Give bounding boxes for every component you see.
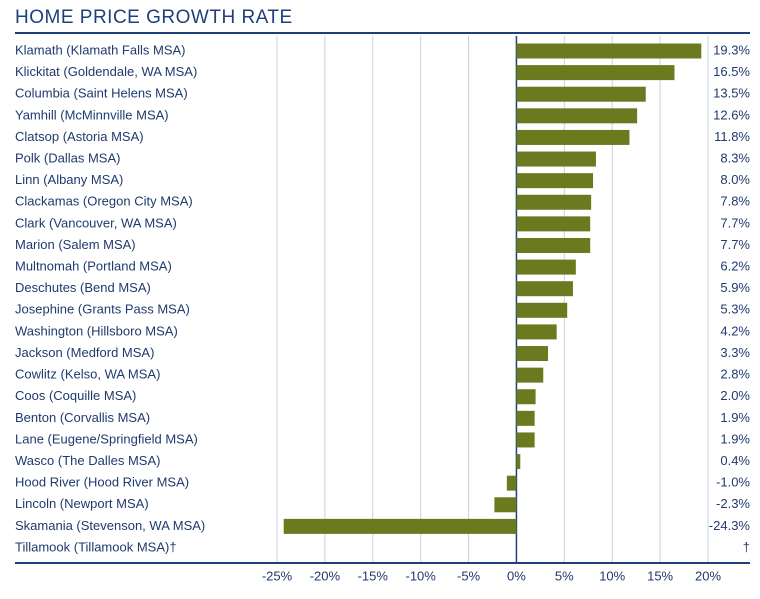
x-tick-label: 5% bbox=[555, 568, 574, 583]
value-label: 16.5% bbox=[713, 64, 750, 79]
value-label: -24.3% bbox=[709, 518, 751, 533]
value-label: 5.3% bbox=[720, 302, 750, 317]
category-label: Cowlitz (Kelso, WA MSA) bbox=[15, 367, 160, 382]
x-tick-label: -20% bbox=[310, 568, 341, 583]
category-label: Lane (Eugene/Springfield MSA) bbox=[15, 431, 198, 446]
category-label: Skamania (Stevenson, WA MSA) bbox=[15, 518, 205, 533]
category-label: Washington (Hillsboro MSA) bbox=[15, 323, 178, 338]
bar bbox=[516, 281, 573, 297]
category-label: Multnomah (Portland MSA) bbox=[15, 259, 172, 274]
category-label: Clackamas (Oregon City MSA) bbox=[15, 194, 193, 209]
value-label: 2.0% bbox=[720, 388, 750, 403]
bar bbox=[516, 259, 576, 275]
bar bbox=[516, 432, 535, 448]
category-label: Polk (Dallas MSA) bbox=[15, 150, 120, 165]
bar bbox=[516, 324, 557, 340]
bar bbox=[516, 43, 702, 59]
value-label: 12.6% bbox=[713, 107, 750, 122]
x-tick-label: -10% bbox=[405, 568, 436, 583]
value-label: 1.9% bbox=[720, 410, 750, 425]
category-label: Linn (Albany MSA) bbox=[15, 172, 123, 187]
bar bbox=[516, 194, 592, 210]
category-label: Benton (Corvallis MSA) bbox=[15, 410, 150, 425]
category-label: Wasco (The Dalles MSA) bbox=[15, 453, 160, 468]
value-label: 1.9% bbox=[720, 431, 750, 446]
bar bbox=[494, 497, 517, 513]
chart-title: HOME PRICE GROWTH RATE bbox=[15, 7, 293, 28]
value-label: 19.3% bbox=[713, 42, 750, 57]
bar bbox=[516, 151, 596, 167]
category-label: Klickitat (Goldendale, WA MSA) bbox=[15, 64, 197, 79]
category-label: Hood River (Hood River MSA) bbox=[15, 475, 189, 490]
value-label: 2.8% bbox=[720, 367, 750, 382]
bar bbox=[516, 410, 535, 426]
value-label: 8.0% bbox=[720, 172, 750, 187]
x-tick-label: -25% bbox=[262, 568, 293, 583]
value-label: 0.4% bbox=[720, 453, 750, 468]
x-tick-label: -15% bbox=[358, 568, 389, 583]
category-label: Jackson (Medford MSA) bbox=[15, 345, 154, 360]
bar bbox=[516, 454, 521, 470]
value-label: 7.7% bbox=[720, 215, 750, 230]
category-label: Clatsop (Astoria MSA) bbox=[15, 129, 144, 144]
x-tick-label: 10% bbox=[599, 568, 625, 583]
value-label: -2.3% bbox=[716, 496, 750, 511]
x-tick-label: -5% bbox=[457, 568, 481, 583]
bar bbox=[516, 389, 536, 405]
value-label: 13.5% bbox=[713, 86, 750, 101]
bar bbox=[516, 216, 591, 232]
category-label: Klamath (Klamath Falls MSA) bbox=[15, 42, 186, 57]
bar bbox=[516, 129, 630, 145]
value-label: 11.8% bbox=[714, 129, 750, 144]
bar bbox=[516, 108, 638, 124]
bar bbox=[516, 237, 591, 253]
bar bbox=[516, 302, 568, 318]
category-label: Columbia (Saint Helens MSA) bbox=[15, 86, 188, 101]
value-label: † bbox=[743, 539, 750, 554]
value-label: -1.0% bbox=[716, 475, 750, 490]
bar bbox=[516, 346, 549, 362]
x-tick-label: 20% bbox=[695, 568, 721, 583]
category-label: Marion (Salem MSA) bbox=[15, 237, 136, 252]
category-label: Tillamook (Tillamook MSA)† bbox=[15, 539, 177, 554]
value-label: 3.3% bbox=[720, 345, 750, 360]
bar bbox=[283, 518, 517, 534]
value-label: 6.2% bbox=[720, 259, 750, 274]
bar bbox=[516, 65, 675, 81]
category-label: Lincoln (Newport MSA) bbox=[15, 496, 149, 511]
bar bbox=[516, 86, 646, 102]
value-label: 4.2% bbox=[720, 323, 750, 338]
category-label: Yamhill (McMinnville MSA) bbox=[15, 107, 169, 122]
value-label: 7.8% bbox=[720, 194, 750, 209]
category-label: Clark (Vancouver, WA MSA) bbox=[15, 215, 177, 230]
bar bbox=[506, 475, 517, 491]
bar bbox=[516, 173, 594, 189]
value-label: 5.9% bbox=[720, 280, 750, 295]
value-label: 7.7% bbox=[720, 237, 750, 252]
category-label: Deschutes (Bend MSA) bbox=[15, 280, 151, 295]
x-tick-label: 15% bbox=[647, 568, 673, 583]
category-label: Coos (Coquille MSA) bbox=[15, 388, 136, 403]
value-label: 8.3% bbox=[720, 150, 750, 165]
category-label: Josephine (Grants Pass MSA) bbox=[15, 302, 190, 317]
x-tick-label: 0% bbox=[507, 568, 526, 583]
bar bbox=[516, 367, 544, 383]
